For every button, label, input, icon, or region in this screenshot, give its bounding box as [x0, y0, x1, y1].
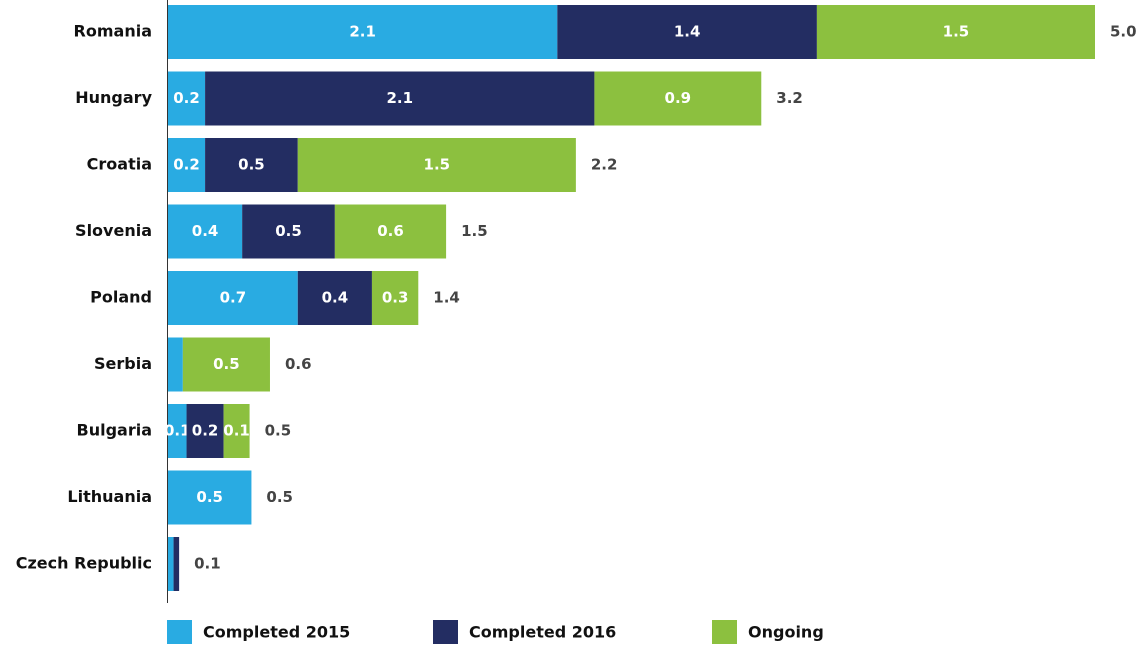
segment-label: 2.1 — [386, 89, 413, 107]
bar-segment — [168, 337, 183, 392]
legend-label: Completed 2015 — [203, 623, 350, 642]
bar-segment — [182, 337, 270, 392]
segment-label: 1.5 — [943, 23, 970, 41]
bar-segment — [168, 71, 206, 126]
bar-segment — [168, 271, 298, 325]
category-label: Lithuania — [67, 487, 152, 506]
bar-segment — [371, 271, 419, 325]
bar-segment — [173, 537, 180, 591]
legend-swatch — [167, 620, 192, 644]
segment-label: 0.2 — [173, 156, 200, 174]
segment-label: 0.3 — [382, 289, 409, 307]
total-label: 3.2 — [776, 89, 803, 107]
legend-swatch — [433, 620, 458, 644]
segment-label: 0.1 — [164, 422, 191, 440]
bar-segment — [242, 204, 335, 259]
segment-label: 0.1 — [223, 422, 250, 440]
segment-label: 0.7 — [220, 289, 247, 307]
total-label: 2.2 — [591, 156, 618, 174]
segment-label: 0.4 — [322, 289, 349, 307]
bar-segment — [205, 71, 595, 126]
segment-label: 1.4 — [674, 23, 701, 41]
segment-label: 0.4 — [192, 222, 219, 240]
bar-segment — [297, 138, 576, 192]
bar-segment — [168, 138, 206, 192]
segment-label: 0.6 — [377, 222, 404, 240]
total-label: 1.4 — [433, 289, 460, 307]
segment-label: 0.5 — [196, 488, 223, 506]
legend-label: Ongoing — [748, 623, 824, 642]
bar-segment — [186, 404, 224, 458]
total-label: 0.1 — [194, 555, 221, 573]
segment-label: 0.5 — [275, 222, 302, 240]
bar-segment — [334, 204, 447, 259]
total-label: 0.5 — [266, 488, 293, 506]
bar-segment — [168, 5, 558, 59]
segment-label: 0.5 — [213, 355, 240, 373]
bar-segment — [223, 404, 250, 458]
bar-segment — [168, 204, 243, 259]
segment-label: 2.1 — [349, 23, 376, 41]
category-label: Slovenia — [75, 221, 152, 240]
bar-segment — [297, 271, 372, 325]
segment-label: 0.5 — [238, 156, 265, 174]
total-label: 1.5 — [461, 222, 488, 240]
category-label: Serbia — [94, 354, 152, 373]
segment-label: 0.2 — [192, 422, 219, 440]
legend-label: Completed 2016 — [469, 623, 616, 642]
bar-segment — [205, 138, 298, 192]
total-label: 5.0 — [1110, 23, 1137, 41]
category-label: Croatia — [87, 155, 152, 174]
segment-label: 0.2 — [173, 89, 200, 107]
bar-segment — [168, 470, 252, 525]
segment-label: 0.9 — [665, 89, 692, 107]
total-label: 0.5 — [265, 422, 292, 440]
segment-label: 1.5 — [424, 156, 451, 174]
legend-swatch — [712, 620, 737, 644]
category-label: Romania — [74, 22, 152, 41]
category-label: Hungary — [75, 88, 152, 107]
bar-segment — [557, 5, 817, 59]
category-label: Czech Republic — [16, 554, 152, 573]
total-label: 0.6 — [285, 355, 312, 373]
category-label: Bulgaria — [77, 421, 153, 440]
bar-segment — [168, 404, 187, 458]
category-label: Poland — [90, 288, 152, 307]
bar-segment — [594, 71, 762, 126]
bar-segment — [816, 5, 1095, 59]
bar-segment — [168, 537, 174, 591]
